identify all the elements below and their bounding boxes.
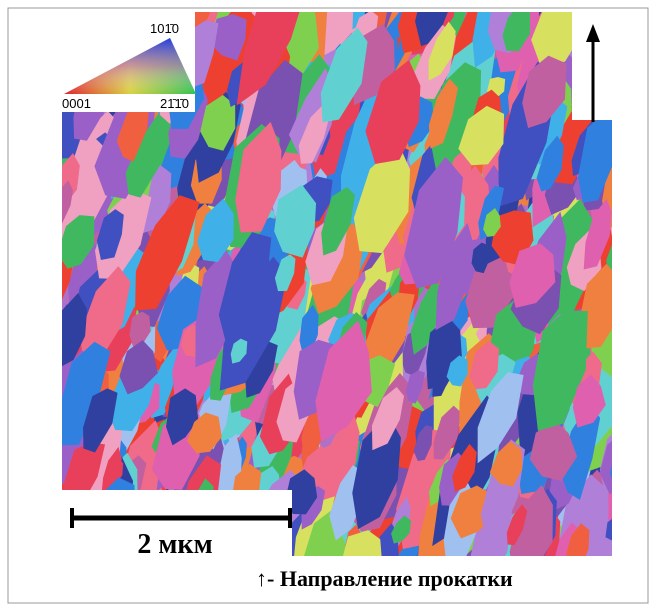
legend-top-label: 101̄0 (150, 21, 179, 36)
grain (571, 6, 633, 103)
legend-triangle-overlay (64, 38, 196, 94)
legend-left-label: 0001 (62, 96, 91, 111)
grain (36, 473, 110, 590)
page: 101̄0 0001 21̄1̄0 2 мкм ↑- Направление п… (0, 0, 657, 610)
direction-arrow-head (586, 24, 600, 42)
caption: ↑- Направление прокатки (256, 566, 513, 591)
grain (37, 503, 85, 563)
grain (592, 48, 638, 104)
figure: 101̄0 0001 21̄1̄0 2 мкм ↑- Направление п… (0, 0, 657, 610)
grain (57, 491, 106, 576)
grain (218, 532, 261, 592)
scale-bar-label: 2 мкм (137, 529, 212, 560)
grain (73, 514, 123, 582)
grain (100, 11, 133, 56)
grain (53, 0, 127, 67)
legend-right-label: 21̄1̄0 (160, 96, 189, 111)
grain (110, 0, 149, 57)
grain (59, 0, 116, 59)
grain (88, 512, 141, 588)
grain (63, 0, 116, 59)
grain (248, 484, 286, 532)
grain (609, 91, 637, 129)
